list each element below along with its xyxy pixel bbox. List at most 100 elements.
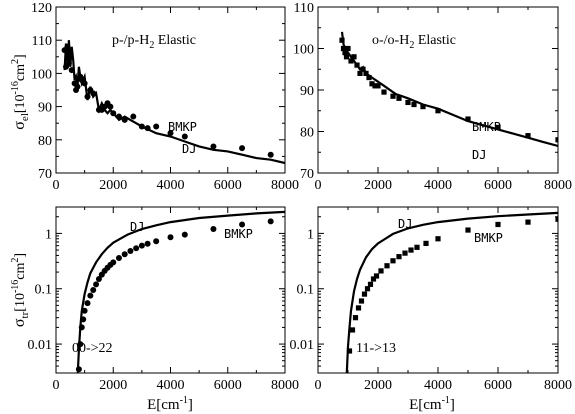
- x-tick-label: 8000: [271, 378, 299, 393]
- panel-title: 00->22: [72, 341, 113, 356]
- panel-top-left: 0 2000 4000 6000 8000 70 80 90 100 110 120 p-/p-H2 …: [31, 1, 299, 193]
- x-tick-label: 4000: [424, 378, 452, 393]
- y-tick-label: 1: [307, 227, 314, 242]
- label-curve: DJ: [130, 220, 144, 234]
- data-point-bmkp: [127, 248, 133, 254]
- data-point-bmkp: [435, 108, 440, 113]
- ylabel-bottom-close: ]: [13, 253, 28, 258]
- y-tick-label: 110: [294, 1, 314, 16]
- y-tick-label: 0.01: [28, 338, 53, 353]
- data-point-bmkp: [145, 125, 151, 131]
- x-tick-label: 2000: [364, 178, 392, 193]
- ylabel-top-sub: el: [19, 113, 31, 121]
- data-point-bmkp: [374, 273, 379, 278]
- series-group: [339, 32, 560, 146]
- data-point-bmkp: [411, 102, 416, 107]
- data-point-bmkp: [353, 315, 358, 320]
- data-point-bmkp: [76, 366, 82, 372]
- data-point-bmkp: [525, 133, 530, 138]
- x-tick-label: 4000: [157, 178, 185, 193]
- series-group: [62, 40, 285, 163]
- plot-frame: [318, 7, 558, 173]
- data-point-bmkp: [396, 254, 401, 259]
- data-point-bmkp: [465, 227, 470, 232]
- data-point-bmkp: [80, 316, 86, 322]
- data-point-bmkp: [153, 124, 159, 130]
- data-point-bmkp: [408, 247, 413, 252]
- data-point-bmkp: [210, 143, 216, 149]
- label-curve: DJ: [398, 217, 412, 231]
- series-line-dj: [342, 32, 558, 146]
- data-point-bmkp: [64, 44, 70, 50]
- data-point-bmkp: [555, 217, 560, 222]
- data-point-bmkp: [378, 268, 383, 273]
- x-tick-label: 6000: [214, 378, 242, 393]
- y-tick-label: 100: [293, 43, 314, 58]
- y-tick-label: 1: [45, 227, 52, 242]
- data-point-bmkp: [366, 75, 371, 80]
- y-tick-label: 0.01: [290, 338, 315, 353]
- data-point-bmkp: [122, 117, 128, 123]
- data-point-bmkp: [110, 259, 116, 265]
- data-point-bmkp: [359, 298, 364, 303]
- panel-top-right: 0 2000 4000 6000 8000 70 80 90 100 110 o-/o-H2 Ela…: [293, 1, 572, 193]
- data-point-bmkp: [168, 234, 174, 240]
- svg-text:σel[10-16cm2]: σel[10-16cm2]: [10, 54, 31, 129]
- xlabel-right: E[cm-1]: [409, 395, 455, 413]
- label-curve: DJ: [472, 148, 486, 162]
- x-tick-label: 8000: [271, 178, 299, 193]
- data-point-bmkp: [139, 124, 145, 130]
- data-point-bmkp: [268, 218, 274, 224]
- x-tick-label: 2000: [99, 378, 127, 393]
- data-point-bmkp: [122, 251, 128, 257]
- data-point-bmkp: [345, 46, 350, 51]
- label-points: BMKP: [472, 120, 501, 134]
- data-point-bmkp: [344, 54, 349, 59]
- panel-bottom-right: 0 2000 4000 6000 8000 0.01 0.1 1 11->13 BMKP DJ: [290, 207, 573, 393]
- data-point-bmkp: [423, 241, 428, 246]
- label-points: BMKP: [168, 120, 197, 134]
- data-point-bmkp: [381, 89, 386, 94]
- data-point-bmkp: [390, 258, 395, 263]
- x-tick-label: 8000: [544, 378, 572, 393]
- x-tick-label: 2000: [364, 378, 392, 393]
- data-point-bmkp: [82, 308, 88, 314]
- x-tick-label: 8000: [544, 178, 572, 193]
- data-point-bmkp: [84, 300, 90, 306]
- data-point-bmkp: [384, 263, 389, 268]
- x-tick-label: 2000: [99, 178, 127, 193]
- x-tick-label: 4000: [424, 178, 452, 193]
- y-tick-label: 100: [31, 67, 52, 82]
- x-tick-label: 4000: [157, 378, 185, 393]
- data-point-bmkp: [116, 255, 122, 261]
- xlabel-left: E[cm-1]: [147, 395, 193, 413]
- data-point-bmkp: [368, 282, 373, 287]
- data-point-bmkp: [268, 152, 274, 158]
- y-tick-label: 90: [38, 101, 52, 116]
- data-point-bmkp: [79, 324, 85, 330]
- data-point-bmkp: [495, 222, 500, 227]
- y-tick-label: 70: [38, 167, 52, 182]
- ylabel-bottom-unit2: cm: [13, 262, 28, 279]
- y-tick-label: 70: [300, 167, 314, 182]
- data-point-bmkp: [362, 291, 367, 296]
- data-point-bmkp: [356, 305, 361, 310]
- x-tick-label: 0: [53, 178, 60, 193]
- data-point-bmkp: [82, 80, 88, 86]
- x-tick-label: 0: [315, 178, 322, 193]
- data-point-bmkp: [435, 236, 440, 241]
- panel-bottom-left: 0 2000 4000 6000 8000 0.01 0.1 1 00->22 BMKP DJ: [28, 207, 300, 393]
- data-point-bmkp: [90, 287, 96, 293]
- data-point-bmkp: [390, 94, 395, 99]
- ylabel-bottom-exp: -16: [10, 280, 21, 293]
- data-point-bmkp: [130, 114, 136, 120]
- panel-title: o-/o-H2 Elastic: [372, 33, 456, 51]
- y-tick-label: 80: [38, 134, 52, 149]
- panel-title: p-/p-H2 Elastic: [112, 33, 196, 51]
- data-point-bmkp: [525, 220, 530, 225]
- panel-title: 11->13: [356, 341, 396, 356]
- label-points: BMKP: [474, 231, 503, 245]
- series-line-dj: [65, 40, 285, 163]
- data-point-bmkp: [339, 38, 344, 43]
- ylabel-bottom: σtr[10-16cm2]: [10, 253, 31, 327]
